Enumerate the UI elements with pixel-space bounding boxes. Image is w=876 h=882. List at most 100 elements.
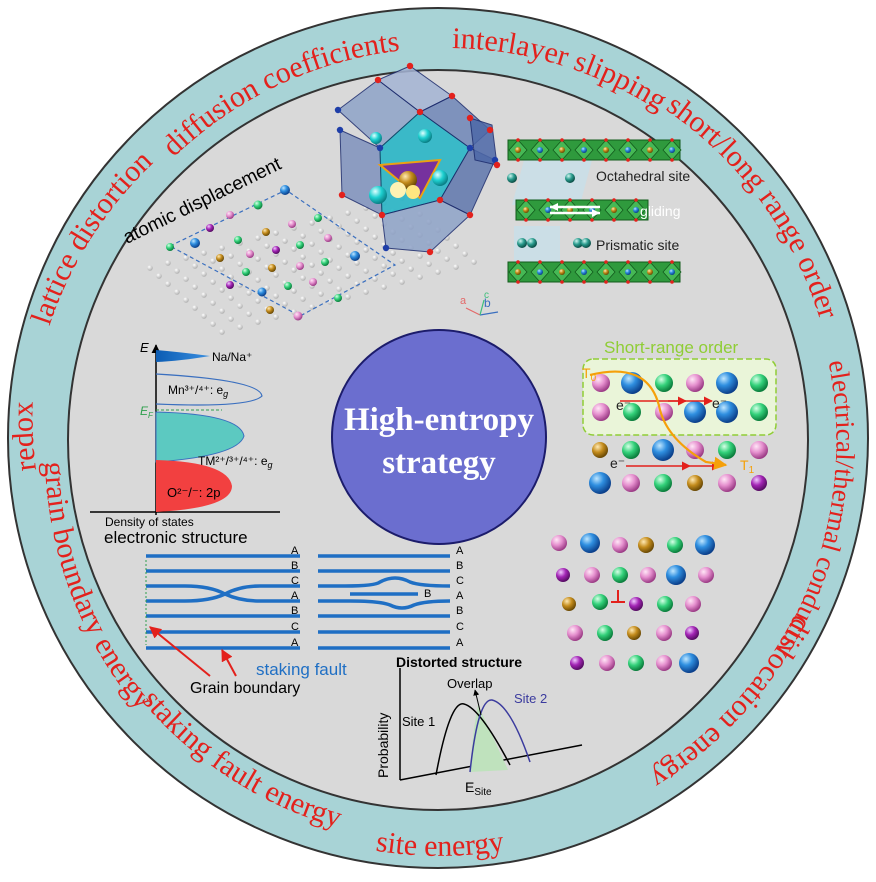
center-node: High-entropy strategy	[331, 329, 547, 545]
lattice-dot	[399, 258, 405, 264]
dislocation-atom	[628, 655, 644, 671]
lattice-dot	[165, 281, 171, 287]
stacking-letter: C	[456, 621, 464, 633]
sro-atom	[654, 474, 672, 492]
lattice-dot	[435, 269, 441, 275]
lattice-dot	[300, 296, 306, 302]
sro-atom	[655, 374, 673, 392]
dislocation-atom	[584, 567, 600, 583]
lattice-dot	[237, 261, 243, 267]
lattice-dot	[219, 287, 225, 293]
sro-atom	[750, 374, 768, 392]
dislocation-atom	[629, 597, 643, 611]
lattice-dot	[453, 264, 459, 270]
stacking-fault-panel: A AB BC CA AB BC CA A B staking fault Grain bou…	[145, 545, 464, 697]
layered-structure-panel: Octahedral site gliding Prismatic site a…	[460, 138, 690, 316]
site1-curve	[435, 703, 511, 776]
lattice-dot	[282, 238, 288, 244]
lattice-dot	[291, 246, 297, 252]
octahedron-vertex	[416, 108, 424, 116]
lattice-dot	[345, 252, 351, 258]
lattice-dot	[255, 319, 261, 325]
lattice-dot	[237, 324, 243, 330]
sro-atom	[750, 441, 768, 459]
lattice-dot	[354, 260, 360, 266]
sro-atom	[750, 403, 768, 421]
lattice-dot	[291, 267, 297, 273]
na-label: Na/Na⁺	[212, 350, 252, 364]
lattice-dot	[219, 308, 225, 314]
sro-electron-1: e⁻	[616, 397, 631, 413]
lattice-dot	[309, 262, 315, 268]
stacking-extra-b: B	[424, 588, 431, 600]
lattice-dot	[210, 321, 216, 327]
lattice-dot	[372, 213, 378, 219]
o-band	[156, 460, 232, 512]
site2-label: Site 2	[514, 691, 547, 706]
displaced-atom	[272, 246, 280, 254]
displaced-atom	[288, 220, 296, 228]
lattice-dot	[255, 277, 261, 283]
lattice-dot	[192, 305, 198, 311]
lattice-dot	[372, 234, 378, 240]
lattice-dot	[399, 279, 405, 285]
stacking-letter: C	[456, 575, 464, 587]
tm-band	[155, 411, 245, 463]
sro-t1: T1	[740, 457, 755, 476]
stacking-letter: A	[456, 545, 464, 557]
displaced-atom	[242, 268, 250, 276]
lattice-dot	[417, 253, 423, 259]
lattice-dot	[408, 266, 414, 272]
lattice-dot	[372, 255, 378, 261]
lattice-dot	[246, 290, 252, 296]
displaced-atom	[296, 262, 304, 270]
lattice-dot	[300, 275, 306, 281]
octahedral-site-label: Octahedral site	[596, 168, 690, 184]
mn-label: Mn³⁺/⁴⁺: eg	[168, 383, 228, 399]
sro-electron-2: e⁻	[712, 395, 727, 411]
sro-atom	[718, 441, 736, 459]
dislocation-panel	[551, 533, 715, 673]
dislocation-atom	[695, 535, 715, 555]
probability-axis-label: Probability	[375, 713, 391, 778]
site-energy-axis-label: ESite	[465, 779, 492, 798]
dislocation-atom	[592, 594, 608, 610]
dislocation-atom	[562, 597, 576, 611]
dislocation-atom	[640, 567, 656, 583]
grain-boundary-label: Grain boundary	[190, 680, 300, 697]
lattice-dot	[417, 274, 423, 280]
lattice-dot	[309, 241, 315, 247]
sro-box	[582, 358, 777, 436]
dislocation-atom	[597, 625, 613, 641]
dislocation-atom	[667, 537, 683, 553]
lattice-dot	[228, 253, 234, 259]
stacking-letter: A	[291, 545, 299, 557]
sro-atom	[622, 441, 640, 459]
displaced-atom	[324, 234, 332, 242]
o-label: O²⁻/⁻: 2p	[167, 485, 220, 500]
displaced-atom	[268, 264, 276, 272]
lattice-dot	[282, 259, 288, 265]
distorted-structure-panel: Distorted structure Overlap Site 1 Site …	[375, 654, 583, 798]
sro-atom	[716, 372, 738, 394]
center-title-line1: High-entropy	[344, 402, 535, 438]
octahedron-vertex	[436, 196, 444, 204]
lattice-dot	[246, 311, 252, 317]
lattice-dot	[363, 289, 369, 295]
octahedra-crystal	[334, 62, 501, 256]
lattice-dot	[363, 268, 369, 274]
overlap-label: Overlap	[447, 676, 493, 691]
lattice-dot	[165, 260, 171, 266]
lattice-dot	[354, 218, 360, 224]
dislocation-atom	[679, 653, 699, 673]
lattice-dot	[345, 294, 351, 300]
dislocation-atom	[657, 596, 673, 612]
lattice-dot	[201, 313, 207, 319]
displaced-atom	[284, 282, 292, 290]
lattice-dot	[219, 245, 225, 251]
sro-atom	[686, 374, 704, 392]
lattice-dot	[390, 271, 396, 277]
lattice-dot	[210, 258, 216, 264]
lattice-dot	[219, 266, 225, 272]
lattice-dot	[156, 273, 162, 279]
